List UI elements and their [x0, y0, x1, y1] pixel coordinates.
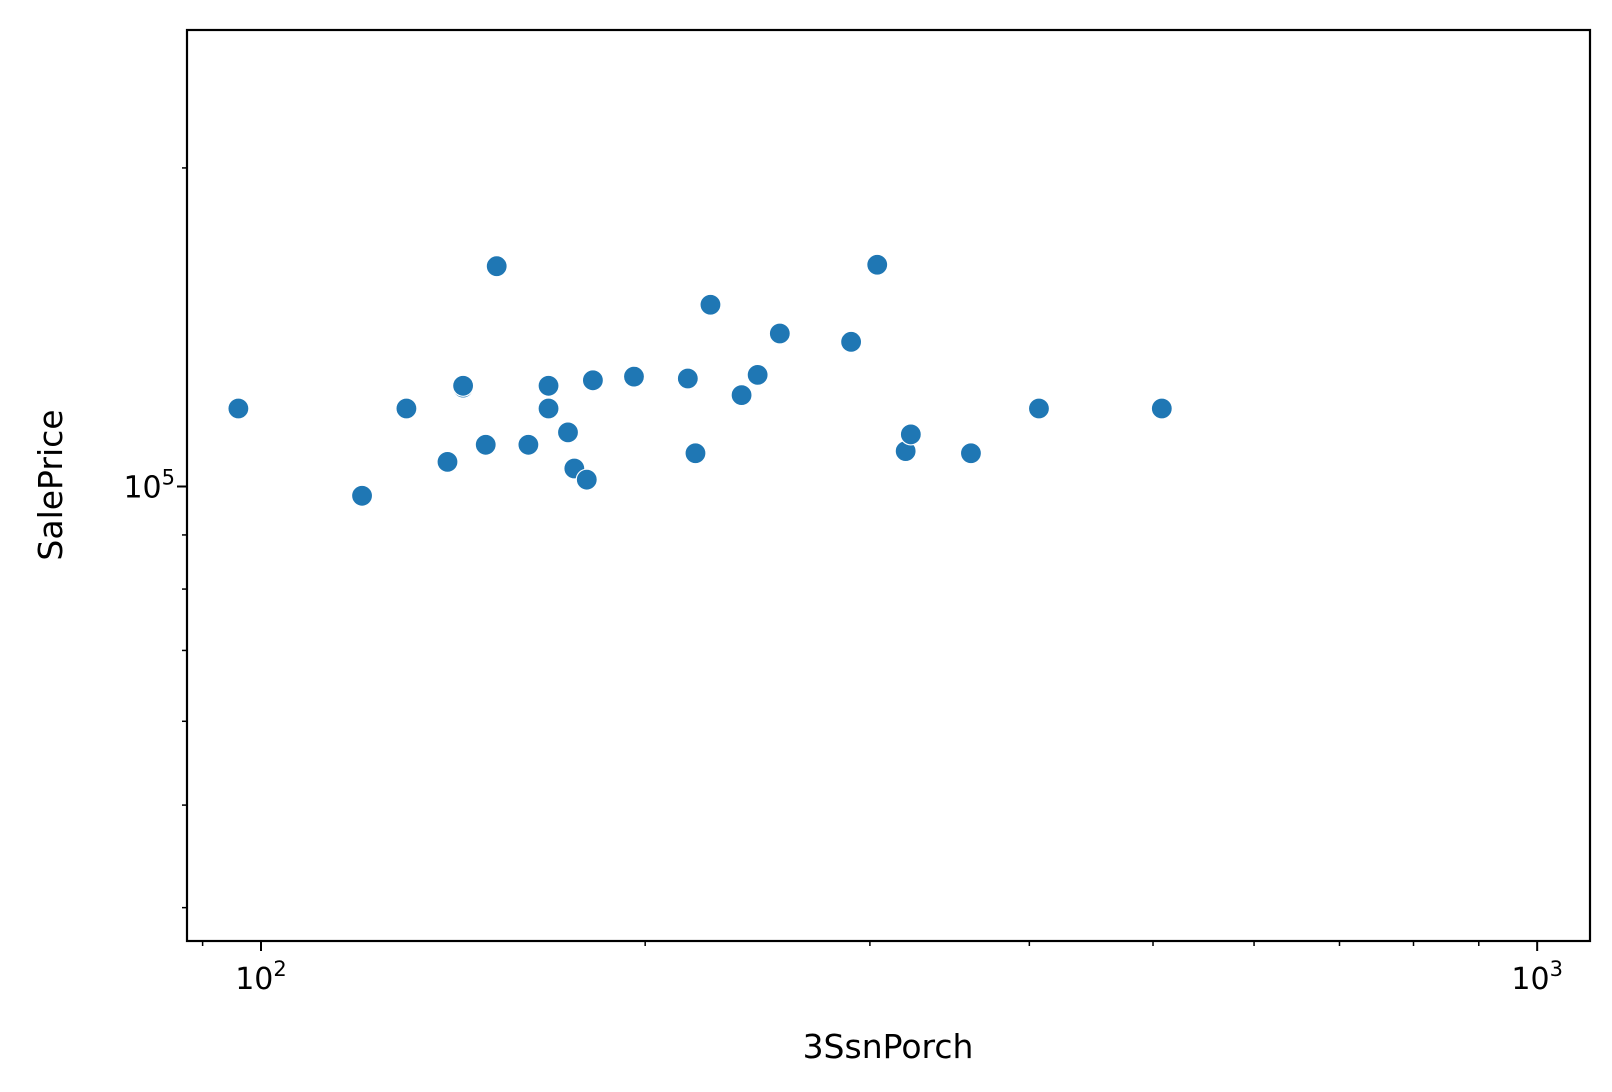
- plot-frame: [185, 28, 1592, 943]
- data-point: [866, 253, 889, 276]
- data-point: [537, 397, 560, 420]
- data-point: [575, 468, 598, 491]
- data-point: [730, 384, 753, 407]
- data-point: [556, 421, 580, 444]
- y-axis-label: SalePrice: [31, 409, 70, 560]
- y-axis: 105: [123, 167, 187, 909]
- data-point: [485, 255, 508, 278]
- data-point: [699, 293, 722, 316]
- x-tick-label: 103: [1511, 957, 1563, 997]
- data-point: [227, 397, 250, 420]
- x-axis-label: 3SsnPorch: [803, 1027, 974, 1066]
- data-point: [452, 374, 475, 397]
- data-point: [581, 369, 605, 392]
- data-point: [517, 433, 540, 456]
- plot-area: [187, 30, 1590, 941]
- data-point: [684, 442, 707, 465]
- data-point: [899, 423, 922, 446]
- data-point: [959, 442, 983, 465]
- data-point: [474, 433, 497, 456]
- data-point: [1150, 397, 1173, 420]
- y-tick-label: 105: [123, 466, 175, 506]
- x-axis: 102 103: [201, 941, 1563, 997]
- data-point: [436, 450, 459, 474]
- data-point: [746, 363, 769, 386]
- x-tick-label: 102: [235, 957, 287, 997]
- data-point: [676, 367, 699, 390]
- scatter-points: [227, 253, 1173, 507]
- data-point: [350, 484, 374, 507]
- data-point: [395, 397, 418, 420]
- data-point: [622, 365, 646, 388]
- data-point: [1027, 397, 1051, 420]
- data-point: [840, 330, 863, 353]
- data-point: [537, 374, 560, 397]
- data-point: [768, 322, 791, 345]
